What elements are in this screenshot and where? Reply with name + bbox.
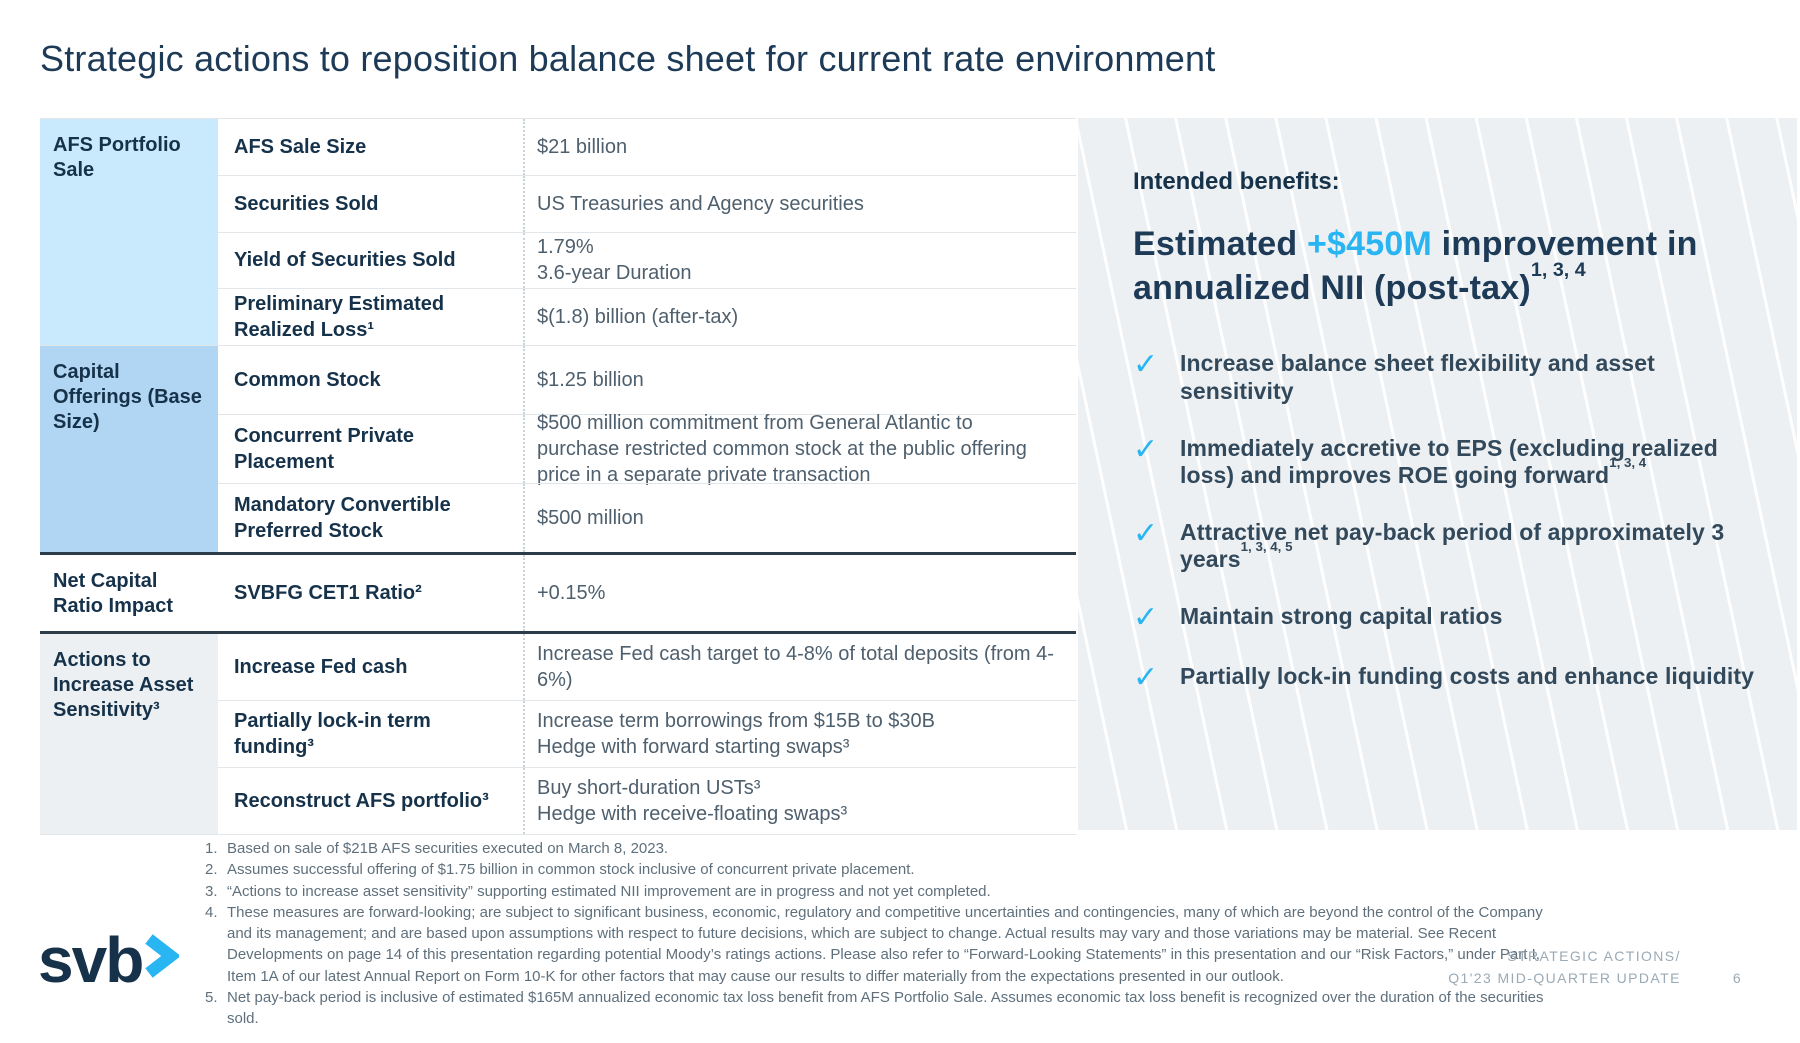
checkmark-icon: ✓ xyxy=(1133,601,1159,635)
row-value: Increase Fed cash target to 4-8% of tota… xyxy=(523,634,1076,700)
footnote-text: “Actions to increase asset sensitivity” … xyxy=(227,882,991,900)
footnote-number: 5. xyxy=(205,989,218,1007)
benefit-text: Attractive net pay-back period of approx… xyxy=(1180,518,1725,572)
footer-line1: STRATEGIC ACTIONS/ xyxy=(1507,948,1681,964)
benefit-text: Increase balance sheet flexibility and a… xyxy=(1180,350,1655,404)
headline-footnote-refs: 1, 3, 4 xyxy=(1530,259,1586,282)
footnote-refs: 1, 3, 4 xyxy=(1609,454,1647,470)
benefit-item: ✓ Attractive net pay-back period of appro… xyxy=(1133,516,1757,573)
table-row: Partially lock-in term funding³ Increase … xyxy=(218,700,1076,767)
slide-footer: STRATEGIC ACTIONS/ Q1'23 MID-QUARTER UPD… xyxy=(1448,946,1742,989)
checkmark-icon: ✓ xyxy=(1133,661,1159,695)
page-number: 6 xyxy=(1732,969,1742,986)
row-attribute: Securities Sold xyxy=(234,192,379,215)
headline-pre: Estimated xyxy=(1133,225,1298,263)
table-row: AFS Sale Size $21 billion xyxy=(218,119,1076,175)
row-attribute: Reconstruct AFS portfolio³ xyxy=(234,790,489,812)
row-attribute: Increase Fed cash xyxy=(234,656,408,678)
table-body: AFS Portfolio Sale AFS Sale Size $21 billi… xyxy=(40,119,1076,834)
row-attribute: Partially lock-in term funding³ xyxy=(234,710,431,758)
table-row: Common Stock $1.25 billion xyxy=(218,346,1076,414)
row-attribute: SVBFG CET1 Ratio² xyxy=(234,582,422,604)
table-row: Securities Sold US Treasuries and Agency … xyxy=(218,174,1076,232)
table-section: Net Capital Ratio Impact SVBFG CET1 Ratio… xyxy=(40,552,1076,631)
benefits-intro: Intended benefits: xyxy=(1133,168,1340,195)
benefit-list: ✓ Increase balance sheet flexibility and … xyxy=(1133,350,1757,693)
table-row: Preliminary Estimated Realized Loss¹ $(1.… xyxy=(218,288,1076,345)
section-rows: SVBFG CET1 Ratio² +0.15% xyxy=(218,555,1076,631)
footnote: 5. Net pay-back period is inclusive of es… xyxy=(205,987,1555,1030)
checkmark-icon: ✓ xyxy=(1133,348,1159,382)
table-row: Increase Fed cash Increase Fed cash targe… xyxy=(218,634,1076,700)
table-row: Concurrent Private Placement $500 million… xyxy=(218,412,1076,486)
svb-chevron-icon xyxy=(145,934,180,978)
table-section: Actions to Increase Asset Sensitivity³ In… xyxy=(40,631,1076,834)
footnote: 4. These measures are forward-looking; ar… xyxy=(205,902,1555,987)
headline-post: improvement in annualized NII (post-tax) xyxy=(1133,225,1698,308)
benefit-item: ✓ Partially lock-in funding costs and enh… xyxy=(1133,663,1757,693)
section-label: Capital Offerings (Base Size) xyxy=(40,346,218,552)
table-row: Mandatory Convertible Preferred Stock $50… xyxy=(218,483,1076,552)
strategy-table: AFS Portfolio Sale AFS Sale Size $21 billi… xyxy=(40,118,1076,835)
table-section: Capital Offerings (Base Size) Common Stoc… xyxy=(40,345,1076,552)
footnote-text: Net pay-back period is inclusive of esti… xyxy=(227,989,1544,1028)
footnote-number: 3. xyxy=(205,882,218,900)
footnote-text: Based on sale of $21B AFS securities exe… xyxy=(227,840,669,857)
table-row: Yield of Securities Sold 1.79% 3.6-year Du… xyxy=(218,231,1076,289)
row-value: 1.79% 3.6-year Duration xyxy=(523,232,1076,289)
footnote: 3. “Actions to increase asset sensitivity… xyxy=(205,881,1555,902)
benefits-headline: Estimated +$450M improvement in annualiz… xyxy=(1133,222,1757,310)
footnotes: 1. Based on sale of $21B AFS securities e… xyxy=(205,838,1555,1030)
footer-line2: Q1'23 MID-QUARTER UPDATE xyxy=(1448,969,1681,986)
benefit-item: ✓ Maintain strong capital ratios xyxy=(1133,603,1757,633)
table-row: SVBFG CET1 Ratio² +0.15% xyxy=(218,555,1076,631)
row-attribute: Mandatory Convertible Preferred Stock xyxy=(234,494,451,542)
benefit-item: ✓ Increase balance sheet flexibility and … xyxy=(1133,350,1757,404)
row-value: Increase term borrowings from $15B to $3… xyxy=(523,701,1076,767)
footnote-refs: 1, 3, 4, 5 xyxy=(1240,539,1293,555)
row-value: $1.25 billion xyxy=(523,346,1076,414)
footnote-text: Assumes successful offering of $1.75 bil… xyxy=(227,861,915,879)
row-attribute: Common Stock xyxy=(234,369,381,391)
row-value: +0.15% xyxy=(523,555,1076,631)
row-value: $21 billion xyxy=(523,119,1076,175)
benefit-item: ✓ Immediately accretive to EPS (excluding… xyxy=(1133,432,1757,489)
table-row: Reconstruct AFS portfolio³ Buy short-dura… xyxy=(218,767,1076,834)
section-label: Actions to Increase Asset Sensitivity³ xyxy=(40,634,218,834)
checkmark-icon: ✓ xyxy=(1133,432,1159,466)
section-label: AFS Portfolio Sale xyxy=(40,119,218,345)
checkmark-icon: ✓ xyxy=(1133,516,1159,550)
row-attribute: AFS Sale Size xyxy=(234,135,367,158)
section-rows: AFS Sale Size $21 billion Securities Sold U… xyxy=(218,119,1076,345)
svb-logo-text: svb xyxy=(38,924,144,996)
section-rows: Increase Fed cash Increase Fed cash targe… xyxy=(218,634,1076,834)
footnote-number: 2. xyxy=(205,861,218,879)
row-attribute: Yield of Securities Sold xyxy=(234,249,456,272)
footnote-number: 1. xyxy=(205,840,218,857)
row-value: Buy short-duration USTs³ Hedge with recei… xyxy=(523,768,1076,834)
row-value: $(1.8) billion (after-tax) xyxy=(523,289,1076,345)
row-value: $500 million xyxy=(523,484,1076,552)
footnote: 2. Assumes successful offering of $1.75 b… xyxy=(205,859,1555,880)
footnote-number: 4. xyxy=(205,903,218,921)
row-attribute: Preliminary Estimated Realized Loss¹ xyxy=(234,293,445,342)
benefits-panel: Intended benefits: Estimated +$450M impr… xyxy=(1078,118,1797,830)
table-section: AFS Portfolio Sale AFS Sale Size $21 billi… xyxy=(40,119,1076,345)
benefit-text: Partially lock-in funding costs and enha… xyxy=(1180,663,1754,690)
section-rows: Common Stock $1.25 billion Concurrent Priv… xyxy=(218,346,1076,552)
row-attribute: Concurrent Private Placement xyxy=(234,425,415,473)
benefit-text: Maintain strong capital ratios xyxy=(1180,603,1503,630)
section-label: Net Capital Ratio Impact xyxy=(40,555,218,631)
benefit-text: Immediately accretive to EPS (excluding … xyxy=(1180,434,1718,488)
footnote-text: These measures are forward-looking; are … xyxy=(227,903,1543,985)
svb-logo: svb xyxy=(38,924,180,996)
footnote: 1. Based on sale of $21B AFS securities e… xyxy=(205,838,1555,859)
footer-deck-title: STRATEGIC ACTIONS/ Q1'23 MID-QUARTER UPD… xyxy=(1448,946,1681,989)
headline-highlight: +$450M xyxy=(1306,225,1432,263)
row-value: $500 million commitment from General Atl… xyxy=(523,412,1076,486)
row-value: US Treasuries and Agency securities xyxy=(523,175,1076,232)
page-title: Strategic actions to reposition balance … xyxy=(40,38,1216,79)
